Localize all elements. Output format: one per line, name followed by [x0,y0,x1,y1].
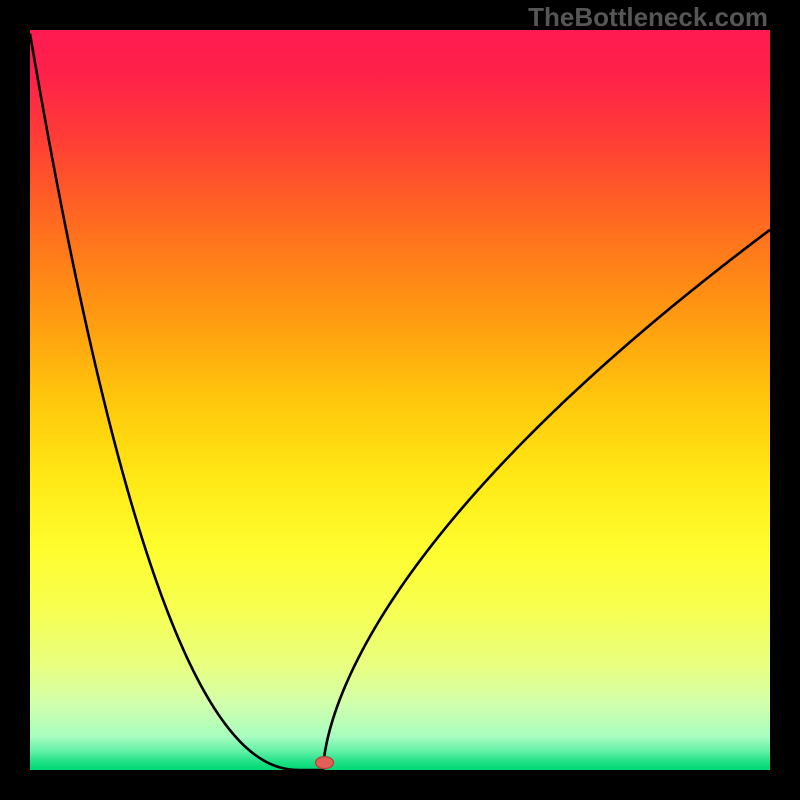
chart-background [30,30,770,770]
watermark-text: TheBottleneck.com [528,2,768,33]
bottleneck-chart [30,30,770,770]
optimal-point-marker [316,757,334,769]
